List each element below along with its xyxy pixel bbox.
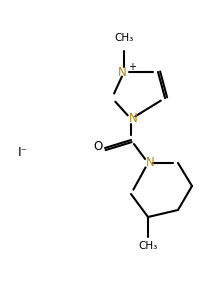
- Text: N: N: [129, 112, 137, 126]
- Text: N: N: [118, 65, 126, 78]
- Text: CH₃: CH₃: [114, 33, 134, 43]
- Text: N: N: [146, 155, 154, 169]
- Text: +: +: [128, 62, 136, 72]
- Text: O: O: [93, 140, 103, 153]
- Text: CH₃: CH₃: [138, 241, 158, 251]
- Text: I⁻: I⁻: [18, 146, 28, 158]
